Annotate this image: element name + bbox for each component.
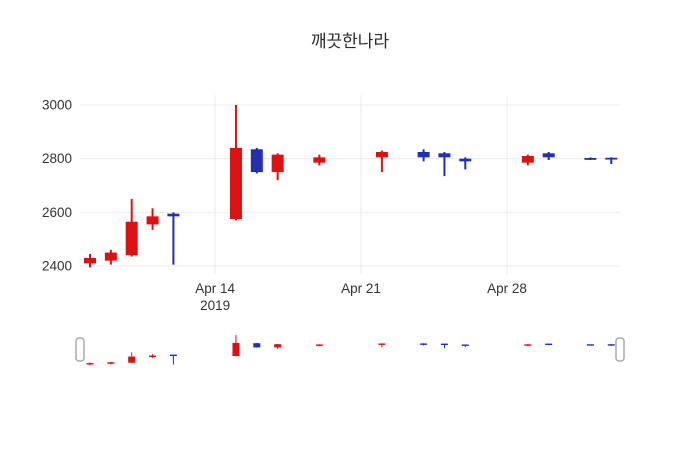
y-axis: 2400 2600 2800 3000 [42, 98, 72, 274]
rangeslider-candle [149, 354, 157, 359]
rangeslider-candle [440, 343, 448, 349]
rangeslider-candle [169, 354, 177, 365]
rangeslider-candle [274, 343, 282, 349]
candle[interactable] [229, 105, 242, 221]
candle[interactable] [104, 249, 117, 265]
rangeslider-candle [86, 362, 94, 365]
candle[interactable] [417, 149, 430, 162]
rangeslider-handle-left[interactable] [75, 337, 85, 362]
x-axis: Apr 14 2019 Apr 21 Apr 28 [195, 281, 527, 313]
y-tick-label: 2800 [42, 151, 72, 166]
rangeslider-candle [545, 343, 553, 346]
y-tick-label: 2600 [42, 205, 72, 220]
rangeslider-candle [586, 344, 594, 346]
rangeslider[interactable] [86, 335, 615, 365]
rangeslider-candle [107, 361, 115, 365]
candle[interactable] [167, 212, 180, 265]
candle[interactable] [84, 253, 96, 268]
candle[interactable] [438, 151, 451, 177]
candle[interactable] [313, 154, 326, 166]
rangeslider-candle [128, 352, 136, 364]
rangeslider-handle-right[interactable] [615, 337, 625, 362]
candle[interactable] [584, 157, 597, 161]
rangeslider-candle [461, 344, 469, 347]
gridlines [80, 95, 620, 274]
candle[interactable] [146, 208, 159, 230]
rangeslider-candle [607, 344, 615, 346]
rangeslider-candle [315, 344, 323, 347]
rangeslider-candle [232, 335, 240, 357]
rangeslider-candle [524, 344, 532, 347]
plot-area[interactable] [84, 105, 618, 268]
candle[interactable] [459, 157, 472, 170]
candle[interactable] [542, 151, 555, 161]
x-tick-label: 2019 [200, 298, 230, 313]
x-tick-label: Apr 28 [487, 281, 527, 296]
rangeslider-candle [420, 343, 428, 346]
x-tick-label: Apr 21 [341, 281, 381, 296]
candle[interactable] [271, 153, 284, 181]
candle[interactable] [125, 198, 138, 257]
candle[interactable] [375, 150, 388, 173]
rangeslider-candle [378, 343, 386, 348]
x-tick-label: Apr 14 [195, 281, 235, 296]
candle[interactable] [521, 154, 534, 166]
y-tick-label: 3000 [42, 98, 72, 113]
candle[interactable] [605, 157, 618, 165]
rangeslider-candle [253, 342, 261, 348]
candle[interactable] [250, 147, 263, 174]
chart-title: 깨끗한나라 [310, 32, 390, 51]
y-tick-label: 2400 [42, 259, 72, 274]
